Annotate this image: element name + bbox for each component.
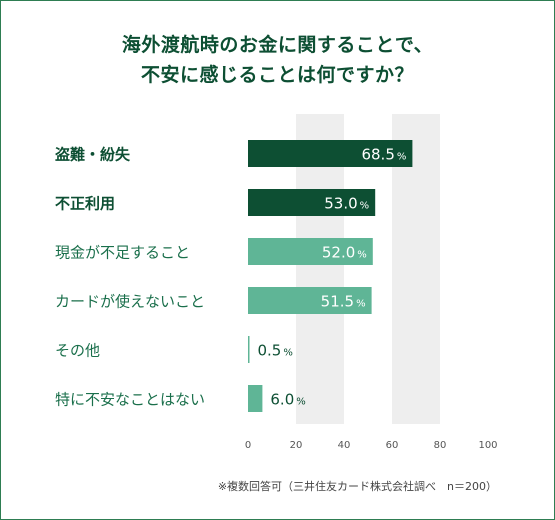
footnote: ※複数回答可（三井住友カード株式会社調べ n＝200） (217, 480, 497, 493)
category-label-3: 現金が不足すること (55, 244, 190, 262)
value-label-1: 68.5% (361, 146, 406, 164)
x-tick-label-6: 100 (478, 440, 497, 451)
value-label-2: 53.0% (324, 195, 369, 213)
bar-5 (248, 336, 250, 363)
x-tick-label-4: 60 (386, 440, 399, 451)
value-label-4: 51.5% (321, 293, 366, 311)
category-label-2: 不正利用 (55, 195, 115, 213)
chart-title-line-1: 海外渡航時のお金に関すること​で、 (121, 34, 434, 56)
x-tick-label-1: 0 (245, 440, 251, 451)
bar-1 (248, 140, 413, 167)
bar-4 (248, 287, 372, 314)
chart-title-line-2: 不安に感じることは何ですか？ (140, 64, 414, 86)
value-label-3: 52.0% (322, 244, 367, 262)
value-label-5: 0.5% (258, 342, 293, 360)
category-label-1: 盗難・紛失 (55, 146, 131, 164)
bar-6 (248, 385, 263, 412)
bar-2 (248, 189, 376, 216)
chart-title: 海外渡航時のお金に関すること​で、 不安に感じることは何ですか？ (0, 30, 555, 90)
x-tick-label-3: 40 (338, 440, 351, 451)
category-label-6: 特に不安なことはない (55, 391, 205, 409)
category-label-4: カードが使えないこと (55, 293, 205, 311)
x-tick-label-2: 20 (290, 440, 303, 451)
bar-3 (248, 238, 373, 265)
category-label-5: その他 (55, 342, 100, 360)
x-tick-label-5: 80 (434, 440, 447, 451)
value-label-6: 6.0% (270, 391, 305, 409)
